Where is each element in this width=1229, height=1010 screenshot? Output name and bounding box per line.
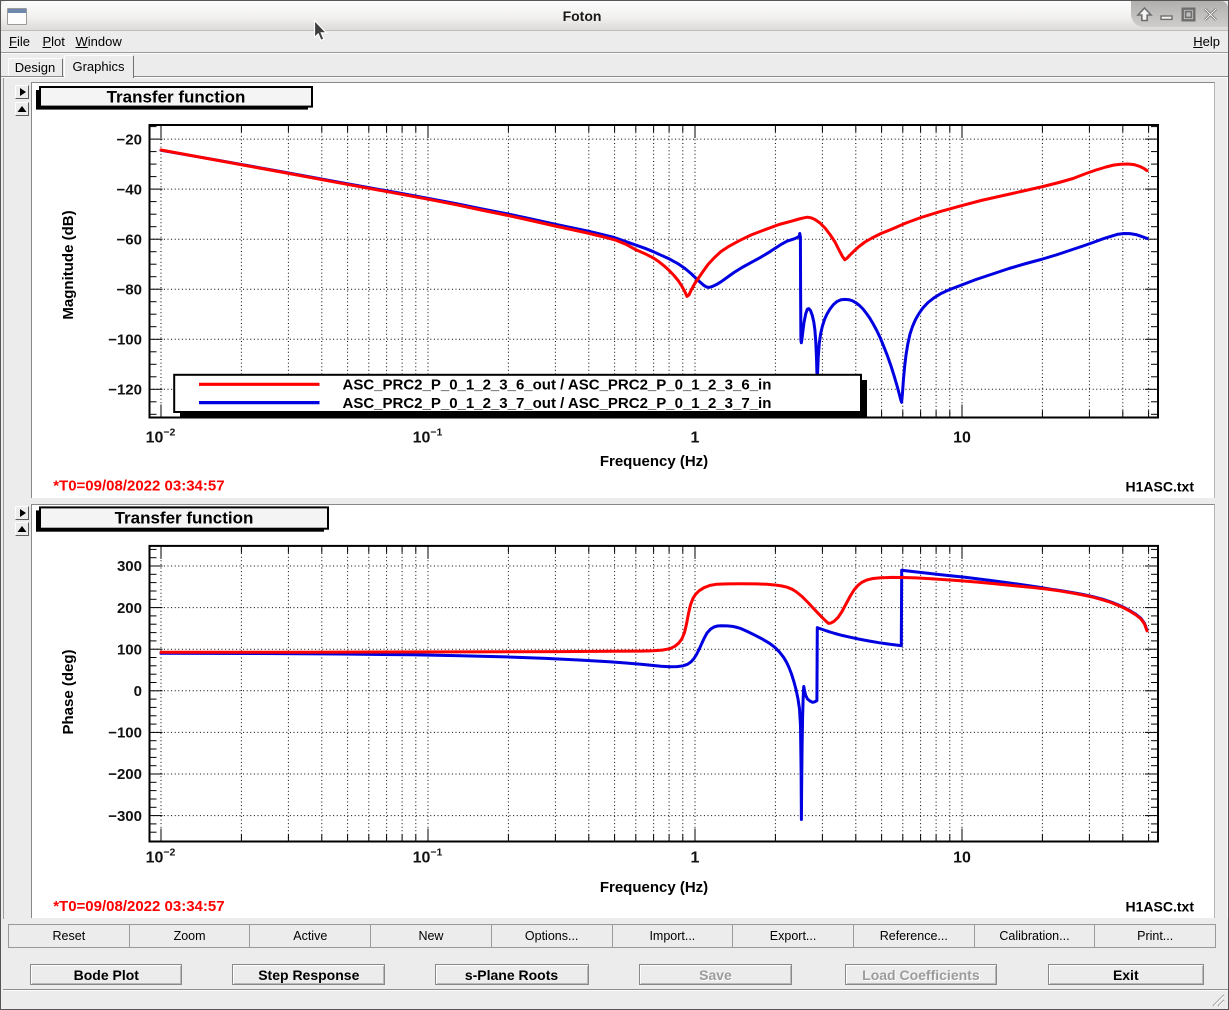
- svg-text:−120: −120: [108, 382, 142, 399]
- svg-text:Phase (deg): Phase (deg): [60, 649, 77, 734]
- svg-text:*T0=09/08/2022 03:34:57: *T0=09/08/2022 03:34:57: [53, 478, 224, 495]
- svg-text:10−2: 10−2: [146, 427, 176, 447]
- svg-text:Frequency (Hz): Frequency (Hz): [600, 879, 708, 896]
- svg-text:1: 1: [691, 430, 700, 447]
- svg-text:−100: −100: [108, 332, 142, 349]
- svg-text:ASC_PRC2_P_0_1_2_3_6_out / ASC: ASC_PRC2_P_0_1_2_3_6_out / ASC_PRC2_P_0_…: [343, 377, 772, 394]
- svg-text:−40: −40: [117, 181, 142, 198]
- svg-text:ASC_PRC2_P_0_1_2_3_7_out / ASC: ASC_PRC2_P_0_1_2_3_7_out / ASC_PRC2_P_0_…: [343, 395, 772, 412]
- svg-text:200: 200: [117, 600, 142, 617]
- svg-text:H1ASC.txt: H1ASC.txt: [1126, 899, 1195, 915]
- svg-text:10−1: 10−1: [413, 847, 443, 867]
- svg-text:0: 0: [134, 683, 142, 700]
- svg-text:Magnitude (dB): Magnitude (dB): [60, 210, 77, 319]
- svg-text:Transfer function: Transfer function: [107, 88, 246, 107]
- svg-text:100: 100: [117, 641, 142, 658]
- svg-text:−80: −80: [117, 281, 142, 298]
- svg-text:10−1: 10−1: [413, 427, 443, 447]
- svg-text:10: 10: [953, 850, 971, 867]
- svg-text:H1ASC.txt: H1ASC.txt: [1126, 479, 1195, 495]
- svg-text:−60: −60: [117, 231, 142, 248]
- svg-text:300: 300: [117, 558, 142, 575]
- svg-text:−200: −200: [108, 766, 142, 783]
- svg-text:−100: −100: [108, 725, 142, 742]
- svg-text:−20: −20: [117, 131, 142, 148]
- svg-text:*T0=09/08/2022 03:34:57: *T0=09/08/2022 03:34:57: [53, 898, 224, 915]
- svg-text:−300: −300: [108, 808, 142, 825]
- svg-text:Transfer function: Transfer function: [115, 508, 254, 527]
- svg-text:10: 10: [953, 430, 971, 447]
- svg-text:10−2: 10−2: [146, 847, 176, 867]
- svg-text:1: 1: [691, 850, 700, 867]
- svg-text:Frequency (Hz): Frequency (Hz): [600, 453, 708, 470]
